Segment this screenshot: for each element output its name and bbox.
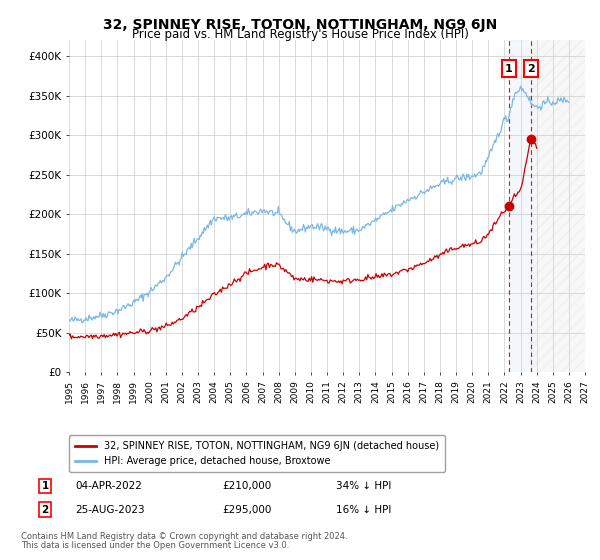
Text: Price paid vs. HM Land Registry's House Price Index (HPI): Price paid vs. HM Land Registry's House … — [131, 28, 469, 41]
Text: 32, SPINNEY RISE, TOTON, NOTTINGHAM, NG9 6JN: 32, SPINNEY RISE, TOTON, NOTTINGHAM, NG9… — [103, 18, 497, 32]
Text: 34% ↓ HPI: 34% ↓ HPI — [336, 481, 391, 491]
Text: 2: 2 — [41, 505, 49, 515]
Text: 04-APR-2022: 04-APR-2022 — [75, 481, 142, 491]
Text: 16% ↓ HPI: 16% ↓ HPI — [336, 505, 391, 515]
Text: 1: 1 — [41, 481, 49, 491]
Text: £295,000: £295,000 — [222, 505, 271, 515]
Bar — [509, 40, 531, 372]
Text: 25-AUG-2023: 25-AUG-2023 — [75, 505, 145, 515]
Text: Contains HM Land Registry data © Crown copyright and database right 2024.: Contains HM Land Registry data © Crown c… — [21, 532, 347, 541]
Text: 1: 1 — [505, 63, 512, 73]
Text: 2: 2 — [527, 63, 535, 73]
Text: £210,000: £210,000 — [222, 481, 271, 491]
Bar — [531, 40, 585, 372]
Text: This data is licensed under the Open Government Licence v3.0.: This data is licensed under the Open Gov… — [21, 541, 289, 550]
Legend: 32, SPINNEY RISE, TOTON, NOTTINGHAM, NG9 6JN (detached house), HPI: Average pric: 32, SPINNEY RISE, TOTON, NOTTINGHAM, NG9… — [69, 435, 445, 472]
